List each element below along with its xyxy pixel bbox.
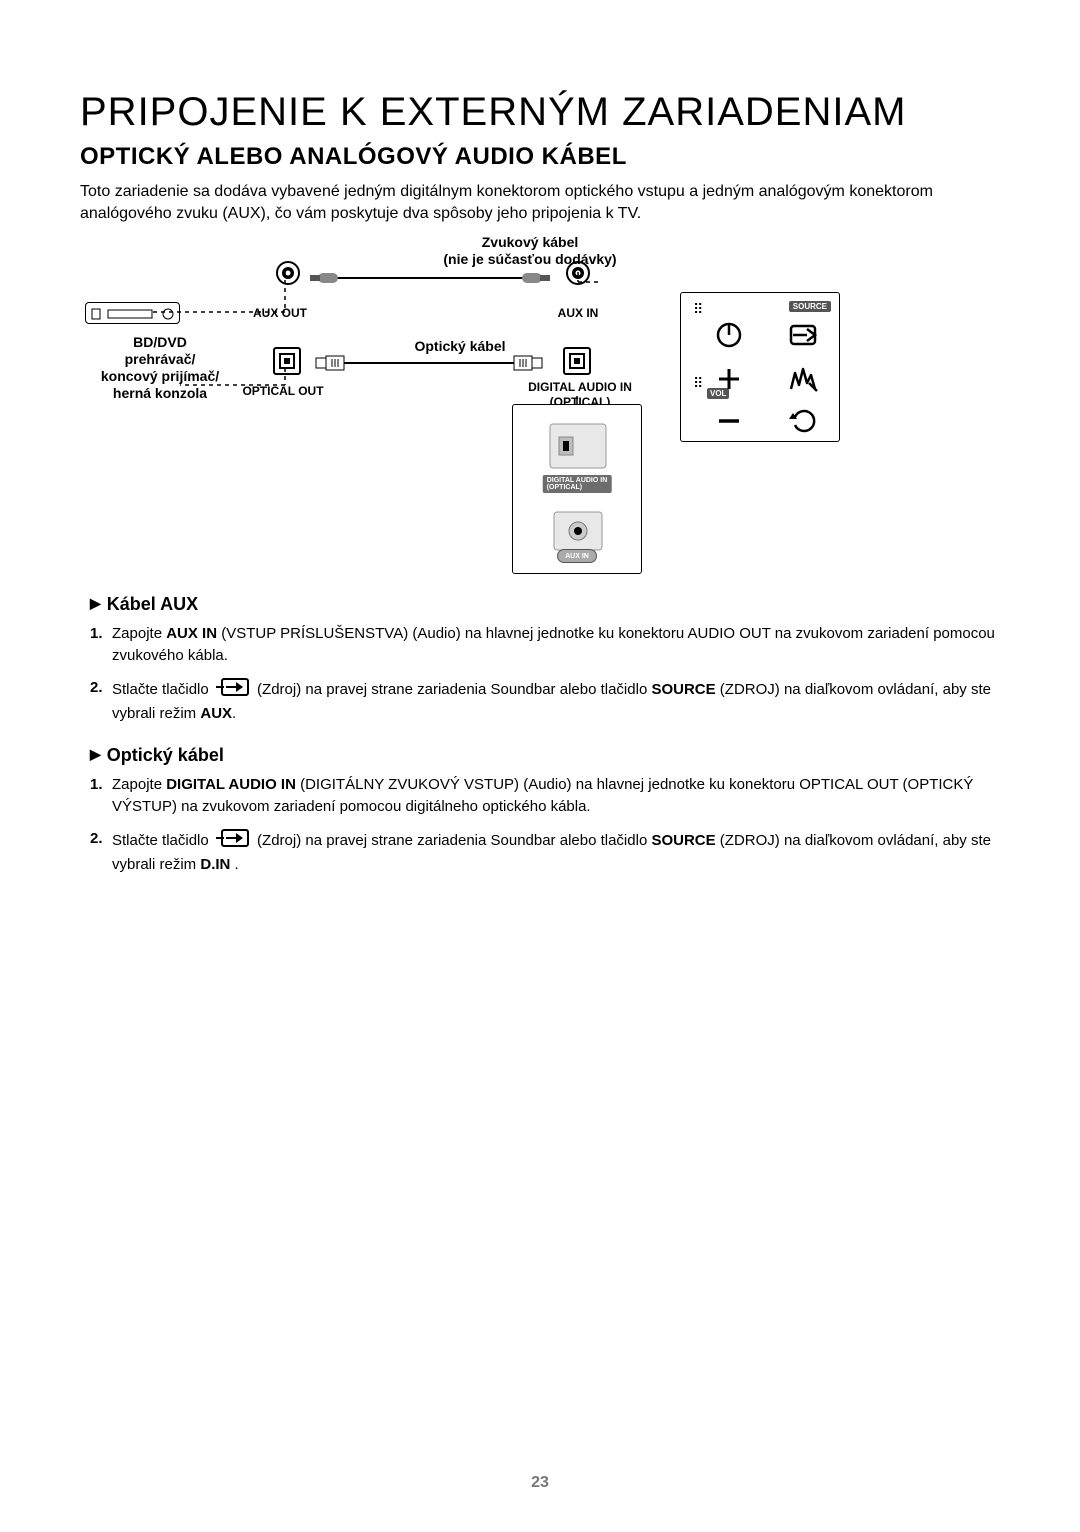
source-tag: SOURCE <box>789 301 831 312</box>
aux-heading: Kábel AUX <box>80 594 1000 615</box>
audio-cable-label: Zvukový kábel (nie je súčasťou dodávky) <box>435 234 625 268</box>
step-text: Stlačte tlačidlo (Zdroj) na pravej stran… <box>112 681 991 722</box>
connection-diagram: Zvukový kábel (nie je súčasťou dodávky) <box>80 234 1000 574</box>
step-item: 2. Stlačte tlačidlo (Zdroj) na pravej str… <box>90 677 1000 726</box>
optical-cable-icon <box>270 352 590 374</box>
aux-in-label: AUX IN <box>538 306 618 320</box>
step-number: 2. <box>90 828 103 850</box>
bd-dvd-device-icon <box>85 302 180 324</box>
intro-text: Toto zariadenie sa dodáva vybavené jedný… <box>80 181 1000 224</box>
optical-out-label: OPTICAL OUT <box>228 384 338 398</box>
aux-out-label: AUX OUT <box>235 306 325 320</box>
aux-steps-list: 1. Zapojte AUX IN (VSTUP PRÍSLUŠENSTVA) (… <box>80 623 1000 725</box>
power-icon <box>711 319 747 351</box>
step-text: Zapojte DIGITAL AUDIO IN (DIGITÁLNY ZVUK… <box>112 776 973 815</box>
audio-cable-title: Zvukový kábel <box>435 234 625 251</box>
sound-mode-icon <box>785 363 821 395</box>
source-inline-icon <box>216 828 250 855</box>
repeat-icon <box>785 405 821 437</box>
optical-jack-right-icon <box>562 346 592 376</box>
source-inline-icon <box>216 677 250 704</box>
source-icon <box>785 319 821 351</box>
audio-cable-icon <box>270 268 590 288</box>
step-number: 1. <box>90 774 103 796</box>
soundbar-panel-icon: DIGITAL AUDIO IN(OPTICAL) AUX IN <box>512 404 642 574</box>
panel-auxin-label: AUX IN <box>557 549 597 563</box>
remote-control-icon: ⠿ SOURCE ⠿ VOL <box>680 292 840 442</box>
step-item: 2. Stlačte tlačidlo (Zdroj) na pravej str… <box>90 828 1000 877</box>
vol-down-icon <box>711 405 747 437</box>
optical-steps-list: 1. Zapojte DIGITAL AUDIO IN (DIGITÁLNY ZV… <box>80 774 1000 876</box>
step-number: 2. <box>90 677 103 699</box>
step-text: Zapojte AUX IN (VSTUP PRÍSLUŠENSTVA) (Au… <box>112 625 995 664</box>
step-item: 1. Zapojte DIGITAL AUDIO IN (DIGITÁLNY ZV… <box>90 774 1000 818</box>
page-title: PRIPOJENIE K EXTERNÝM ZARIADENIAM <box>80 90 1000 135</box>
step-number: 1. <box>90 623 103 645</box>
vol-up-icon <box>711 363 747 395</box>
audio-cable-sub: (nie je súčasťou dodávky) <box>435 251 625 268</box>
device-label-l1: BD/DVD <box>75 334 245 351</box>
optical-heading: Optický kábel <box>80 745 1000 766</box>
panel-optical-label: DIGITAL AUDIO IN(OPTICAL) <box>543 475 612 493</box>
page-subtitle: OPTICKÝ ALEBO ANALÓGOVÝ AUDIO KÁBEL <box>80 143 1000 171</box>
page-number: 23 <box>531 1474 549 1492</box>
step-item: 1. Zapojte AUX IN (VSTUP PRÍSLUŠENSTVA) (… <box>90 623 1000 667</box>
step-text: Stlačte tlačidlo (Zdroj) na pravej stran… <box>112 832 991 873</box>
